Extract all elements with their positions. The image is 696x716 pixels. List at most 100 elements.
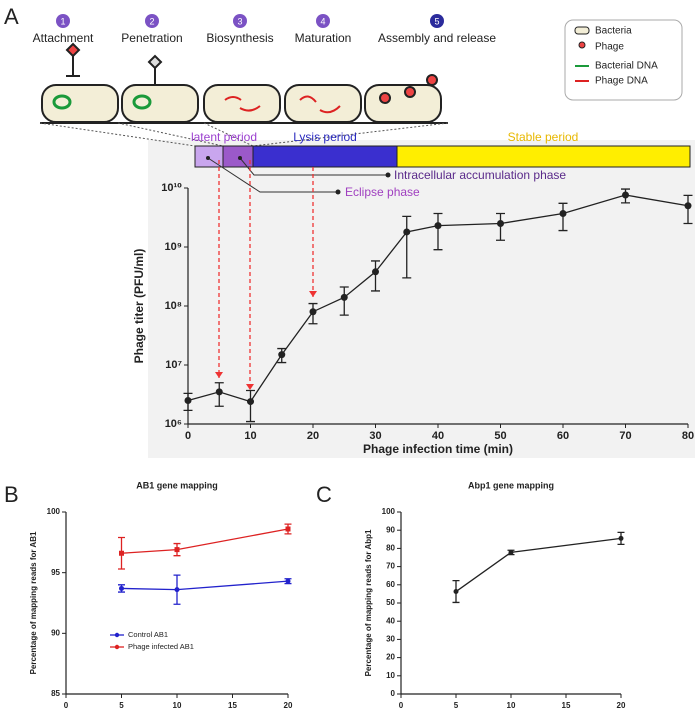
phage: [379, 92, 391, 104]
point: [285, 578, 291, 584]
lysis-bar: [252, 145, 398, 168]
y-tick-label: 10⁷: [165, 359, 182, 371]
legend-marker: [114, 632, 120, 638]
point: [184, 397, 192, 405]
legend-label: Control AB1: [128, 630, 168, 639]
y-tick-label: 40: [386, 616, 395, 625]
legend-label: Phage infected AB1: [128, 642, 194, 651]
phage-dna: [224, 96, 261, 112]
point: [622, 191, 629, 199]
series-line: [121, 528, 289, 554]
y-tick-label: 70: [386, 562, 395, 571]
arrows: [218, 160, 314, 390]
stage-number: 1: [60, 16, 65, 26]
x-tick-label: 10: [173, 701, 182, 710]
error-bar: [683, 194, 693, 225]
point: [497, 220, 504, 228]
bacterium: [364, 84, 442, 123]
phase-dot: [238, 156, 242, 160]
stage-label: Maturation: [295, 31, 352, 45]
chart-title: AB1 gene mapping: [136, 480, 218, 490]
x-tick-label: 0: [399, 701, 404, 710]
phase-label: Intracellular accumulation phase: [394, 168, 566, 182]
legend-marker: [114, 644, 120, 650]
panel-a-background: [148, 140, 695, 458]
phage-dna: [299, 95, 341, 114]
accumulation-bar: [222, 145, 254, 168]
y-tick-label: 60: [386, 580, 395, 589]
legend-label: Bacteria: [595, 26, 632, 37]
legend-label: Phage DNA: [595, 76, 648, 87]
series-line: [455, 537, 622, 593]
panel-label: C: [316, 482, 332, 507]
y-axis-label: Percentage of mapping reads for AB1: [29, 531, 38, 674]
stage-label: Assembly and release: [378, 31, 496, 45]
y-tick-label: 80: [386, 544, 395, 553]
stage-badge: [145, 14, 159, 28]
panel-label: A: [4, 4, 19, 29]
point: [174, 587, 180, 593]
point: [174, 547, 180, 553]
y-tick-label: 20: [386, 653, 395, 662]
x-tick-label: 0: [185, 430, 191, 442]
error-bar: [339, 286, 349, 316]
error-bar: [246, 389, 255, 423]
point: [215, 388, 223, 396]
x-tick-label: 40: [432, 430, 444, 442]
x-tick-label: 0: [64, 701, 69, 710]
x-tick-label: 15: [228, 701, 237, 710]
series-line: [121, 580, 289, 591]
point: [309, 308, 317, 316]
error-bar: [402, 215, 412, 279]
y-tick-label: 10⁸: [165, 300, 182, 312]
stable-bar: [396, 145, 691, 168]
bacterial-dna: [132, 94, 152, 110]
bacterial-dna: [52, 94, 72, 110]
y-tick-label: 100: [47, 507, 61, 516]
period-label: Stable period: [508, 130, 579, 144]
arrow-head: [309, 291, 317, 297]
chart-title: Abp1 gene mapping: [468, 480, 554, 490]
panel-label: B: [4, 482, 19, 507]
periods: latent period Lysis period Stable period…: [191, 130, 691, 199]
y-tick-label: 10⁶: [165, 418, 182, 430]
x-tick-label: 10: [244, 430, 256, 442]
phage: [65, 42, 81, 77]
legend-a: Bacteria Phage Bacterial DNA Phage DNA: [564, 19, 683, 101]
y-axis-label: Percentage of mapping reads for Abp1: [364, 529, 373, 676]
x-tick-label: 10: [507, 701, 516, 710]
stage-badge: [430, 14, 444, 28]
bacterium: [284, 84, 362, 123]
y-tick-label: 100: [382, 507, 396, 516]
x-tick-label: 5: [119, 701, 124, 710]
point: [453, 589, 459, 595]
stage-badge: [316, 14, 330, 28]
y-tick-label: 95: [51, 568, 60, 577]
error-bar: [433, 212, 443, 251]
point: [247, 398, 254, 406]
phase-dot: [385, 172, 391, 178]
x-tick-label: 5: [454, 701, 459, 710]
x-tick-label: 70: [619, 430, 631, 442]
point: [285, 526, 291, 532]
point: [278, 351, 286, 359]
stage-label: Biosynthesis: [206, 31, 273, 45]
x-tick-label: 50: [494, 430, 506, 442]
x-tick-label: 60: [557, 430, 569, 442]
y-tick-label: 90: [51, 628, 60, 637]
y-tick-label: 30: [386, 635, 395, 644]
arrow-head: [246, 384, 254, 390]
y-tick-label: 10: [386, 671, 395, 680]
y-tick-label: 85: [51, 689, 60, 698]
y-tick-label: 0: [391, 689, 396, 698]
point: [508, 549, 514, 555]
stage-badge: [56, 14, 70, 28]
bacterium: [203, 84, 281, 123]
legend-label: Phage: [595, 42, 624, 53]
period-label: latent period: [191, 130, 257, 144]
axis: [400, 512, 621, 695]
x-tick-label: 15: [562, 701, 571, 710]
y-axis-label: Phage titer (PFU/ml): [132, 249, 146, 364]
phase-leader: [239, 157, 388, 176]
point: [372, 268, 379, 276]
